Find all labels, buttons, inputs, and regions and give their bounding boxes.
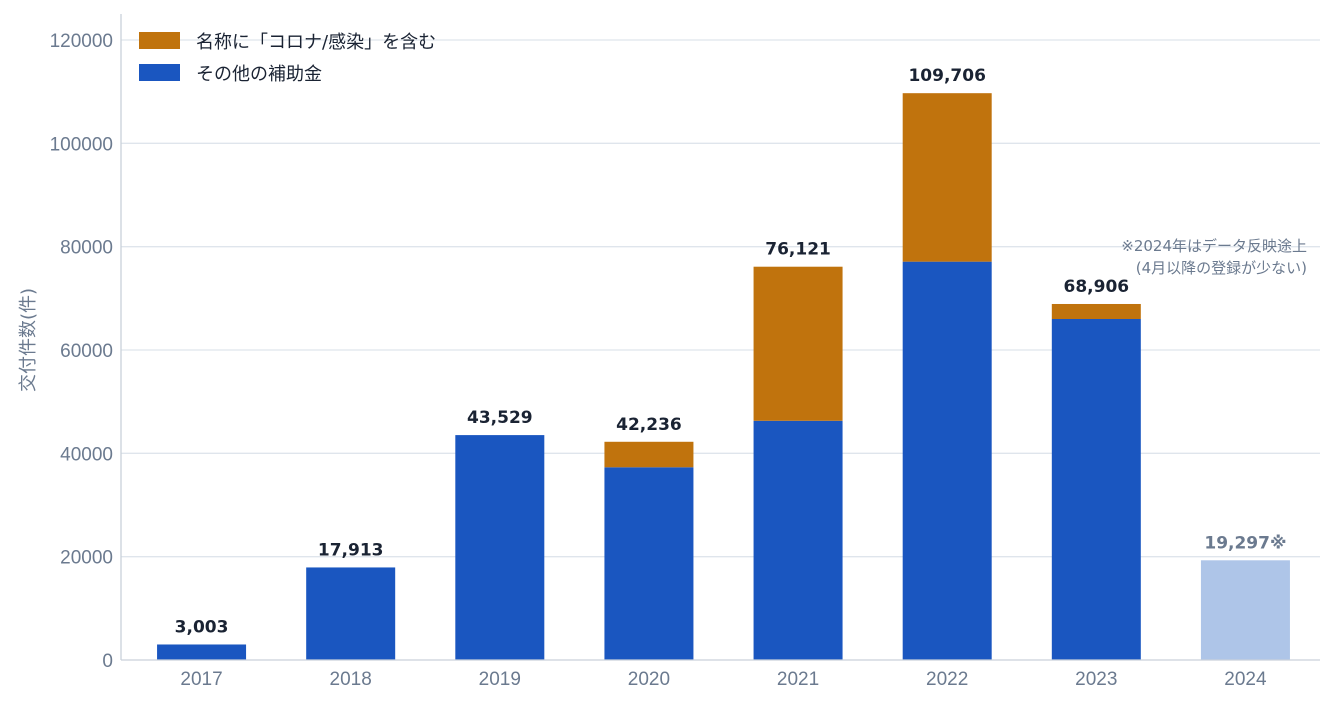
value-label-2024: 19,297※	[1204, 533, 1286, 553]
value-label-2017: 3,003	[175, 617, 229, 637]
bar-other-2020	[604, 467, 694, 660]
x-tick-label-2018: 2018	[330, 669, 372, 690]
value-labels: 3,003 17,913 43,529 42,236 76,121 109,706 68,9…	[175, 66, 1287, 637]
y-tick-label: 100000	[50, 134, 113, 155]
y-tick-label: 120000	[50, 31, 113, 52]
bar-other-2023	[1051, 319, 1141, 660]
bar-other-2019	[455, 435, 545, 660]
y-tick-label: 0	[102, 651, 113, 672]
y-axis-ticks: 0 20000 40000 60000 80000 100000 120000	[50, 31, 113, 672]
bar-corona-2020	[604, 441, 694, 468]
y-tick-label: 80000	[60, 238, 113, 259]
annotation-note: ※2024年はデータ反映途上 (4月以降の登録が少ない)	[1121, 237, 1307, 277]
value-label-2019: 43,529	[467, 408, 533, 428]
x-tick-label-2021: 2021	[777, 669, 819, 690]
bar-corona-2021	[753, 266, 843, 421]
value-label-2020: 42,236	[616, 415, 682, 435]
x-tick-label-2020: 2020	[628, 669, 670, 690]
x-tick-label-2022: 2022	[926, 669, 968, 690]
note-line-2: (4月以降の登録が少ない)	[1136, 259, 1307, 277]
value-label-2018: 17,913	[318, 540, 384, 560]
value-label-2022: 109,706	[908, 66, 985, 86]
value-label-2021: 76,121	[765, 240, 831, 260]
legend-swatch-corona	[139, 32, 180, 49]
note-line-1: ※2024年はデータ反映途上	[1121, 237, 1307, 255]
bar-other-2022	[902, 261, 992, 660]
bars	[157, 93, 1290, 660]
bar-corona-2022	[902, 93, 992, 262]
y-tick-label: 20000	[60, 548, 113, 569]
bar-other-2018	[306, 567, 396, 660]
bar-corona-2023	[1051, 303, 1141, 319]
x-axis-ticks: 2017 2018 2019 2020 2021 2022 2023 2024	[180, 669, 1267, 690]
y-tick-label: 40000	[60, 444, 113, 465]
x-tick-label-2023: 2023	[1075, 669, 1117, 690]
bar-other-2017	[157, 644, 247, 660]
legend: 名称に「コロナ/感染」を含む その他の補助金	[139, 32, 436, 85]
y-tick-label: 60000	[60, 341, 113, 362]
bar-other-2021	[753, 420, 843, 660]
bar-other-2024	[1200, 560, 1290, 660]
value-label-2023: 68,906	[1064, 277, 1130, 297]
legend-label-corona: 名称に「コロナ/感染」を含む	[196, 32, 436, 53]
legend-swatch-other	[139, 64, 180, 81]
x-tick-label-2019: 2019	[479, 669, 521, 690]
x-tick-label-2017: 2017	[180, 669, 222, 690]
y-axis-title: 交付件数(件)	[18, 288, 39, 392]
legend-label-other: その他の補助金	[196, 64, 322, 85]
x-tick-label-2024: 2024	[1224, 669, 1267, 690]
